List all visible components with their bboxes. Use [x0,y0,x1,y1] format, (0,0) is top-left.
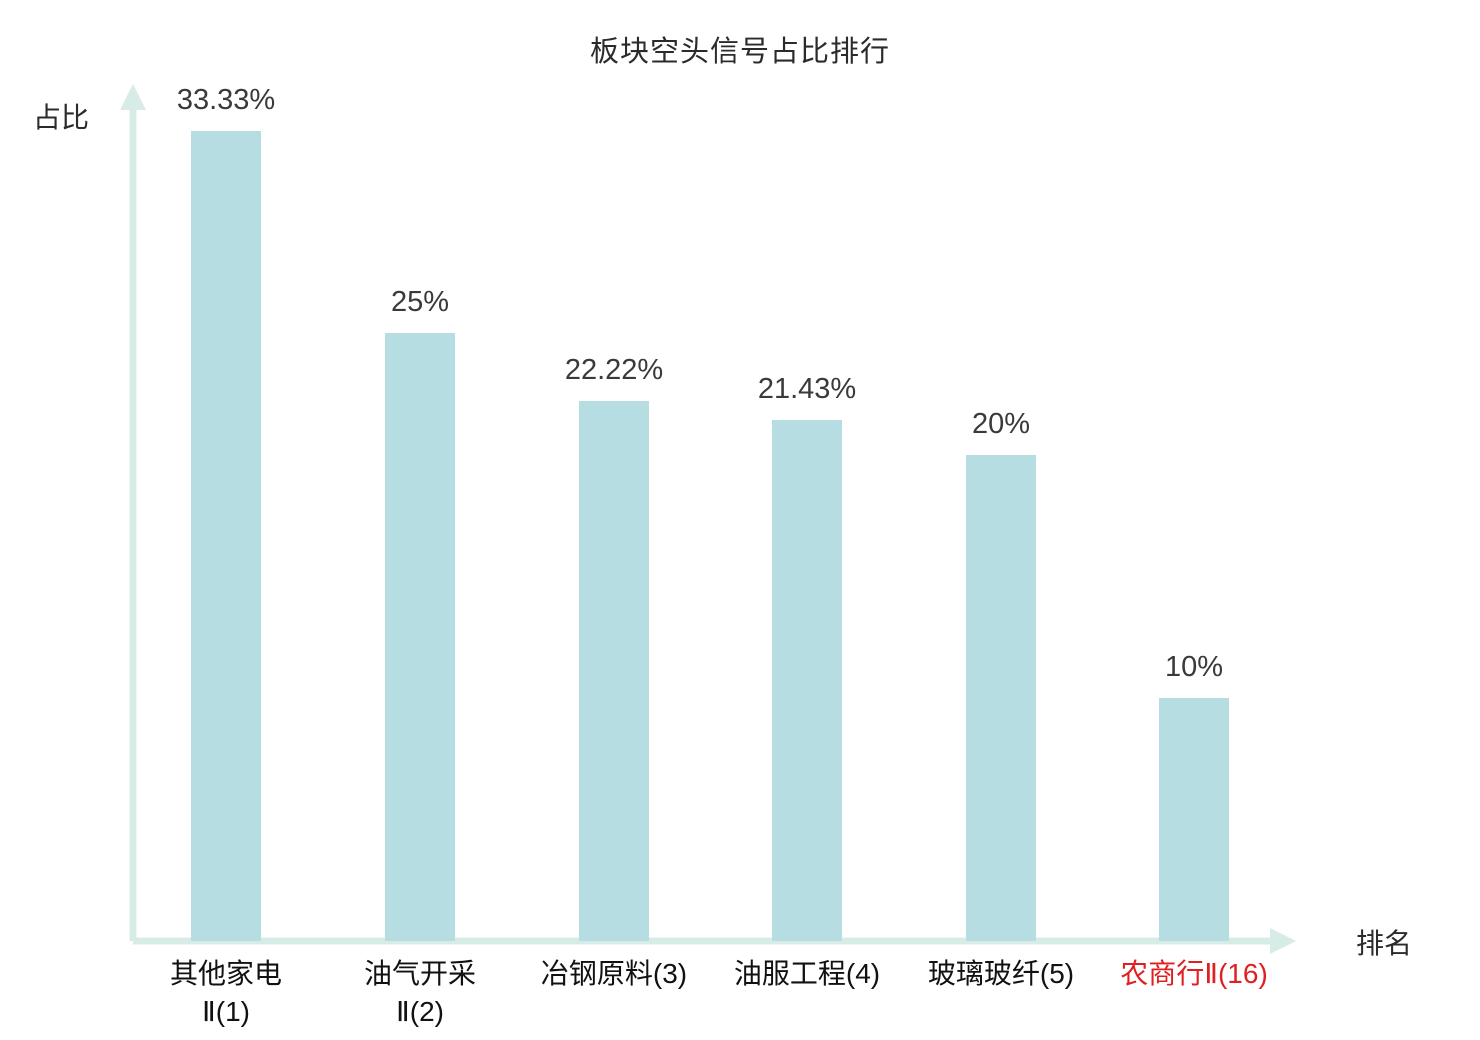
bar-category-label: 冶钢原料(3) [540,958,688,989]
bar [385,333,455,941]
x-axis-label: 排名 [1356,928,1413,959]
bar [579,401,649,941]
bar-value-label: 21.43% [757,373,857,405]
bar-category-label: 油服工程(4) [733,958,881,989]
bar [772,420,842,941]
bar-value-label: 22.22% [564,354,664,386]
bar-category-label: 其他家电 Ⅱ(1) [169,958,282,1027]
bar [191,131,261,941]
bar-value-label: 10% [1164,651,1224,683]
bar [1159,698,1229,941]
bar-category-label: 农商行Ⅱ(16) [1120,958,1268,989]
chart-title: 板块空头信号占比排行 [589,36,890,68]
x-axis-arrow-icon [1270,928,1296,954]
bar-category-label: 油气开采 Ⅱ(2) [363,958,476,1027]
bar-category-label: 玻璃玻纤(5) [927,958,1075,989]
bar-value-label: 25% [390,286,450,318]
y-axis-arrow-icon [120,84,146,110]
y-axis-label: 占比 [33,102,90,133]
bar [966,455,1036,941]
bar-value-label: 20% [971,408,1031,440]
bar-value-label: 33.33% [176,84,276,116]
